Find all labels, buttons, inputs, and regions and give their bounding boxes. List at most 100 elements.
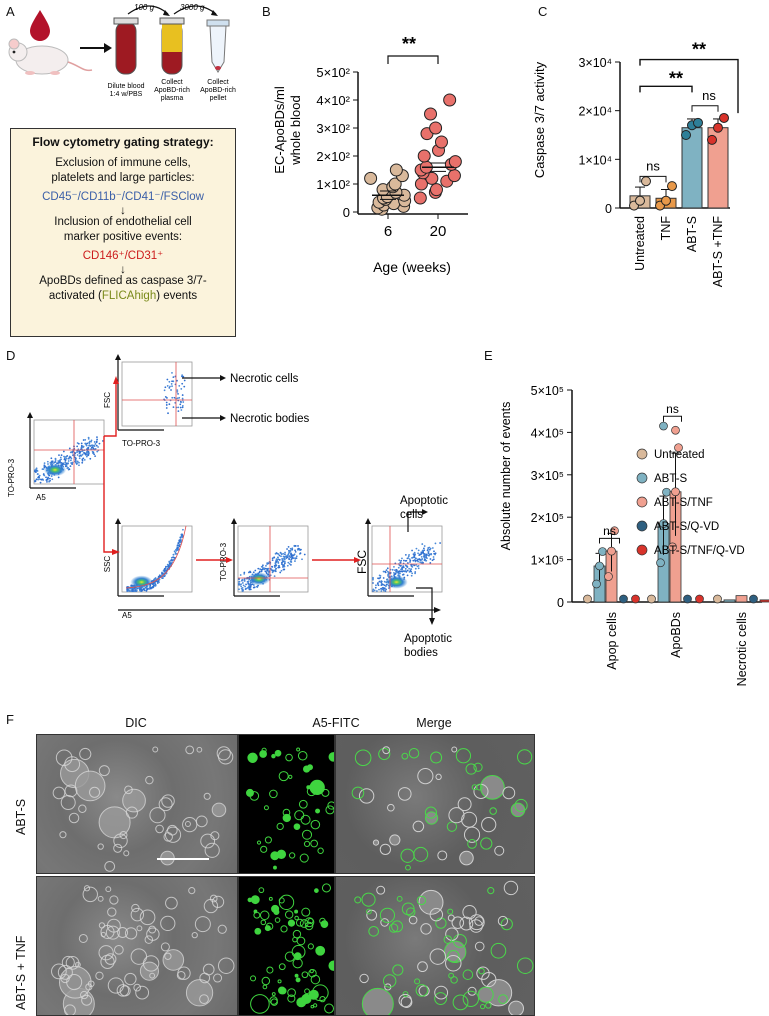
flow-plot-topro-a5-event [65,457,68,460]
flow-plot-fsc-necrotic-event [181,374,184,377]
flow-plot-topro-a5-event [66,455,69,457]
chart-e-point [604,572,613,581]
flow-plot-topro-a5-event [34,470,36,473]
flow-plot-fsc-necrotic-event [180,388,183,390]
flow-plot-topro-a5-event [81,449,84,452]
cell-outline [64,756,81,773]
flow-plot-fsc-apoptotic-event [380,590,383,592]
step3-line2: ApoBD-rich [200,87,236,94]
chart-c-bracket [639,85,693,93]
chart-c-point [661,195,671,206]
flow-plot-topro-gated-event [258,570,261,573]
merge-vesicle [372,839,380,846]
flow-plot-topro-gated-event [280,561,283,564]
chart-e-legend-label: ABT-S [654,473,688,485]
flow-plot-fsc-apoptotic-event [398,559,401,562]
fitc-vesicle [287,988,296,997]
merge-vesicle [452,934,467,948]
cell-outline [164,826,182,843]
flow-plot-topro-gated-event [287,561,290,564]
merge-vesicle [435,773,442,781]
flow-plot-topro-a5-event [77,442,80,445]
chart-e-bar [759,599,769,603]
row-label-abt-s: ABT-S [14,798,28,835]
chart-e-point [674,443,683,453]
flow-plot-ssc-a5-event [126,589,129,591]
flow-plot-topro-gated-event [241,587,244,589]
cell-outline [113,843,123,853]
fitc-vesicle [259,910,270,921]
chart-e-point [668,542,677,552]
chart-b-xtick-label: 6 [384,223,392,240]
fitc-vesicle [280,925,288,933]
chart-b-point [429,183,443,197]
cell-outline [98,945,114,961]
cell-outline [131,903,140,913]
merge-vesicle [447,914,455,922]
flow-plot-topro-a5-event [95,440,98,443]
flow-plot-topro-a5-event [37,478,40,481]
flow-plot-ssc-a5-event [167,566,170,568]
flow-plot-topro-gated-event [286,556,289,559]
fitc-vesicle [310,819,321,830]
flow-plot-fsc-apoptotic-event [380,582,383,585]
chart-b-ytick-label: 1×10² [316,177,350,192]
fitc-vesicle [271,904,280,913]
flow-plot-topro-gated-event [241,582,244,584]
flow-plot-topro-a5-event [43,464,46,467]
down-arrow-icon: ↓ [120,262,126,276]
gating-line6: activated (FLICAhigh) events [48,290,198,302]
flow-plot-topro-a5-event [65,463,68,466]
chart-e-point [610,526,619,536]
fitc-vesicle [294,973,299,978]
flow-plot-fsc-necrotic-gate [122,362,192,426]
merge-vesicle [397,787,412,801]
flow-plot-fsc-apoptotic-event [412,559,415,562]
flow-plot-topro-gated-event [283,568,286,571]
flow-plot-topro-gated-event [271,557,274,560]
flow-plot-ssc-a5-event [179,538,182,541]
flow-plot-ssc-a5-event [135,589,138,592]
flow-plot-topro-a5-event [68,447,71,450]
chart-b-ytick-label: 4×10² [316,93,350,108]
flow-plot-fsc-apoptotic-event [372,578,374,581]
flow-plot-topro-a5-event [85,453,87,456]
flow-plot-topro-gated-event [274,552,277,555]
panel-letter-a: A [6,4,15,19]
cell-outline [136,925,143,932]
chart-e-legend-label: ABT-S/Q-VD [654,521,719,533]
merge-vesicle [462,905,477,920]
apoptotic-bodies-label-1: Apoptotic [404,633,452,645]
flow-plot-topro-gated-event [270,568,273,571]
flow-plot-fsc-apoptotic-event [402,573,405,576]
flow-plot-topro-gated-event [294,549,296,552]
merge-vesicle [408,915,418,925]
flow-plot-topro-gated-event [289,560,292,563]
flow-plot-ssc-a5-event [181,535,183,538]
flow-plot-ssc-a5-event [129,587,132,590]
fitc-vesicle [284,910,294,919]
fitc-vesicle [310,974,321,985]
cell-outline [80,990,89,1000]
fitc-vesicle [287,919,296,927]
flow-plot-topro-gated-event [271,559,274,562]
flow-plot-topro-a5-event [76,451,78,454]
flow-plot-fsc-necrotic-event [182,375,185,378]
merge-vesicle [391,920,404,933]
fitc-vesicle [293,952,302,961]
flow-plot-topro-gated-event [252,571,255,574]
chart-e-point [659,519,668,528]
fitc-vesicle [299,853,309,863]
flow-plot-ssc-a5-event [176,546,179,549]
blood-tube-icon [113,17,139,75]
flow-plot-fsc-apoptotic-event [433,550,435,553]
flow-plot-topro-a5-event [57,476,60,479]
chart-c-xtick-label: Untreated [633,216,647,271]
flow-plot-fsc-necrotic-event [176,389,179,392]
flow-plot-fsc-necrotic-event [165,401,168,404]
cell-outline [64,784,78,798]
flow-plot-fsc-apoptotic-event [402,570,404,572]
gating-line5: ApoBDs defined as caspase 3/7- [39,275,207,287]
cell-outline [125,806,138,819]
flow-plot-topro-gated-event [275,559,278,562]
